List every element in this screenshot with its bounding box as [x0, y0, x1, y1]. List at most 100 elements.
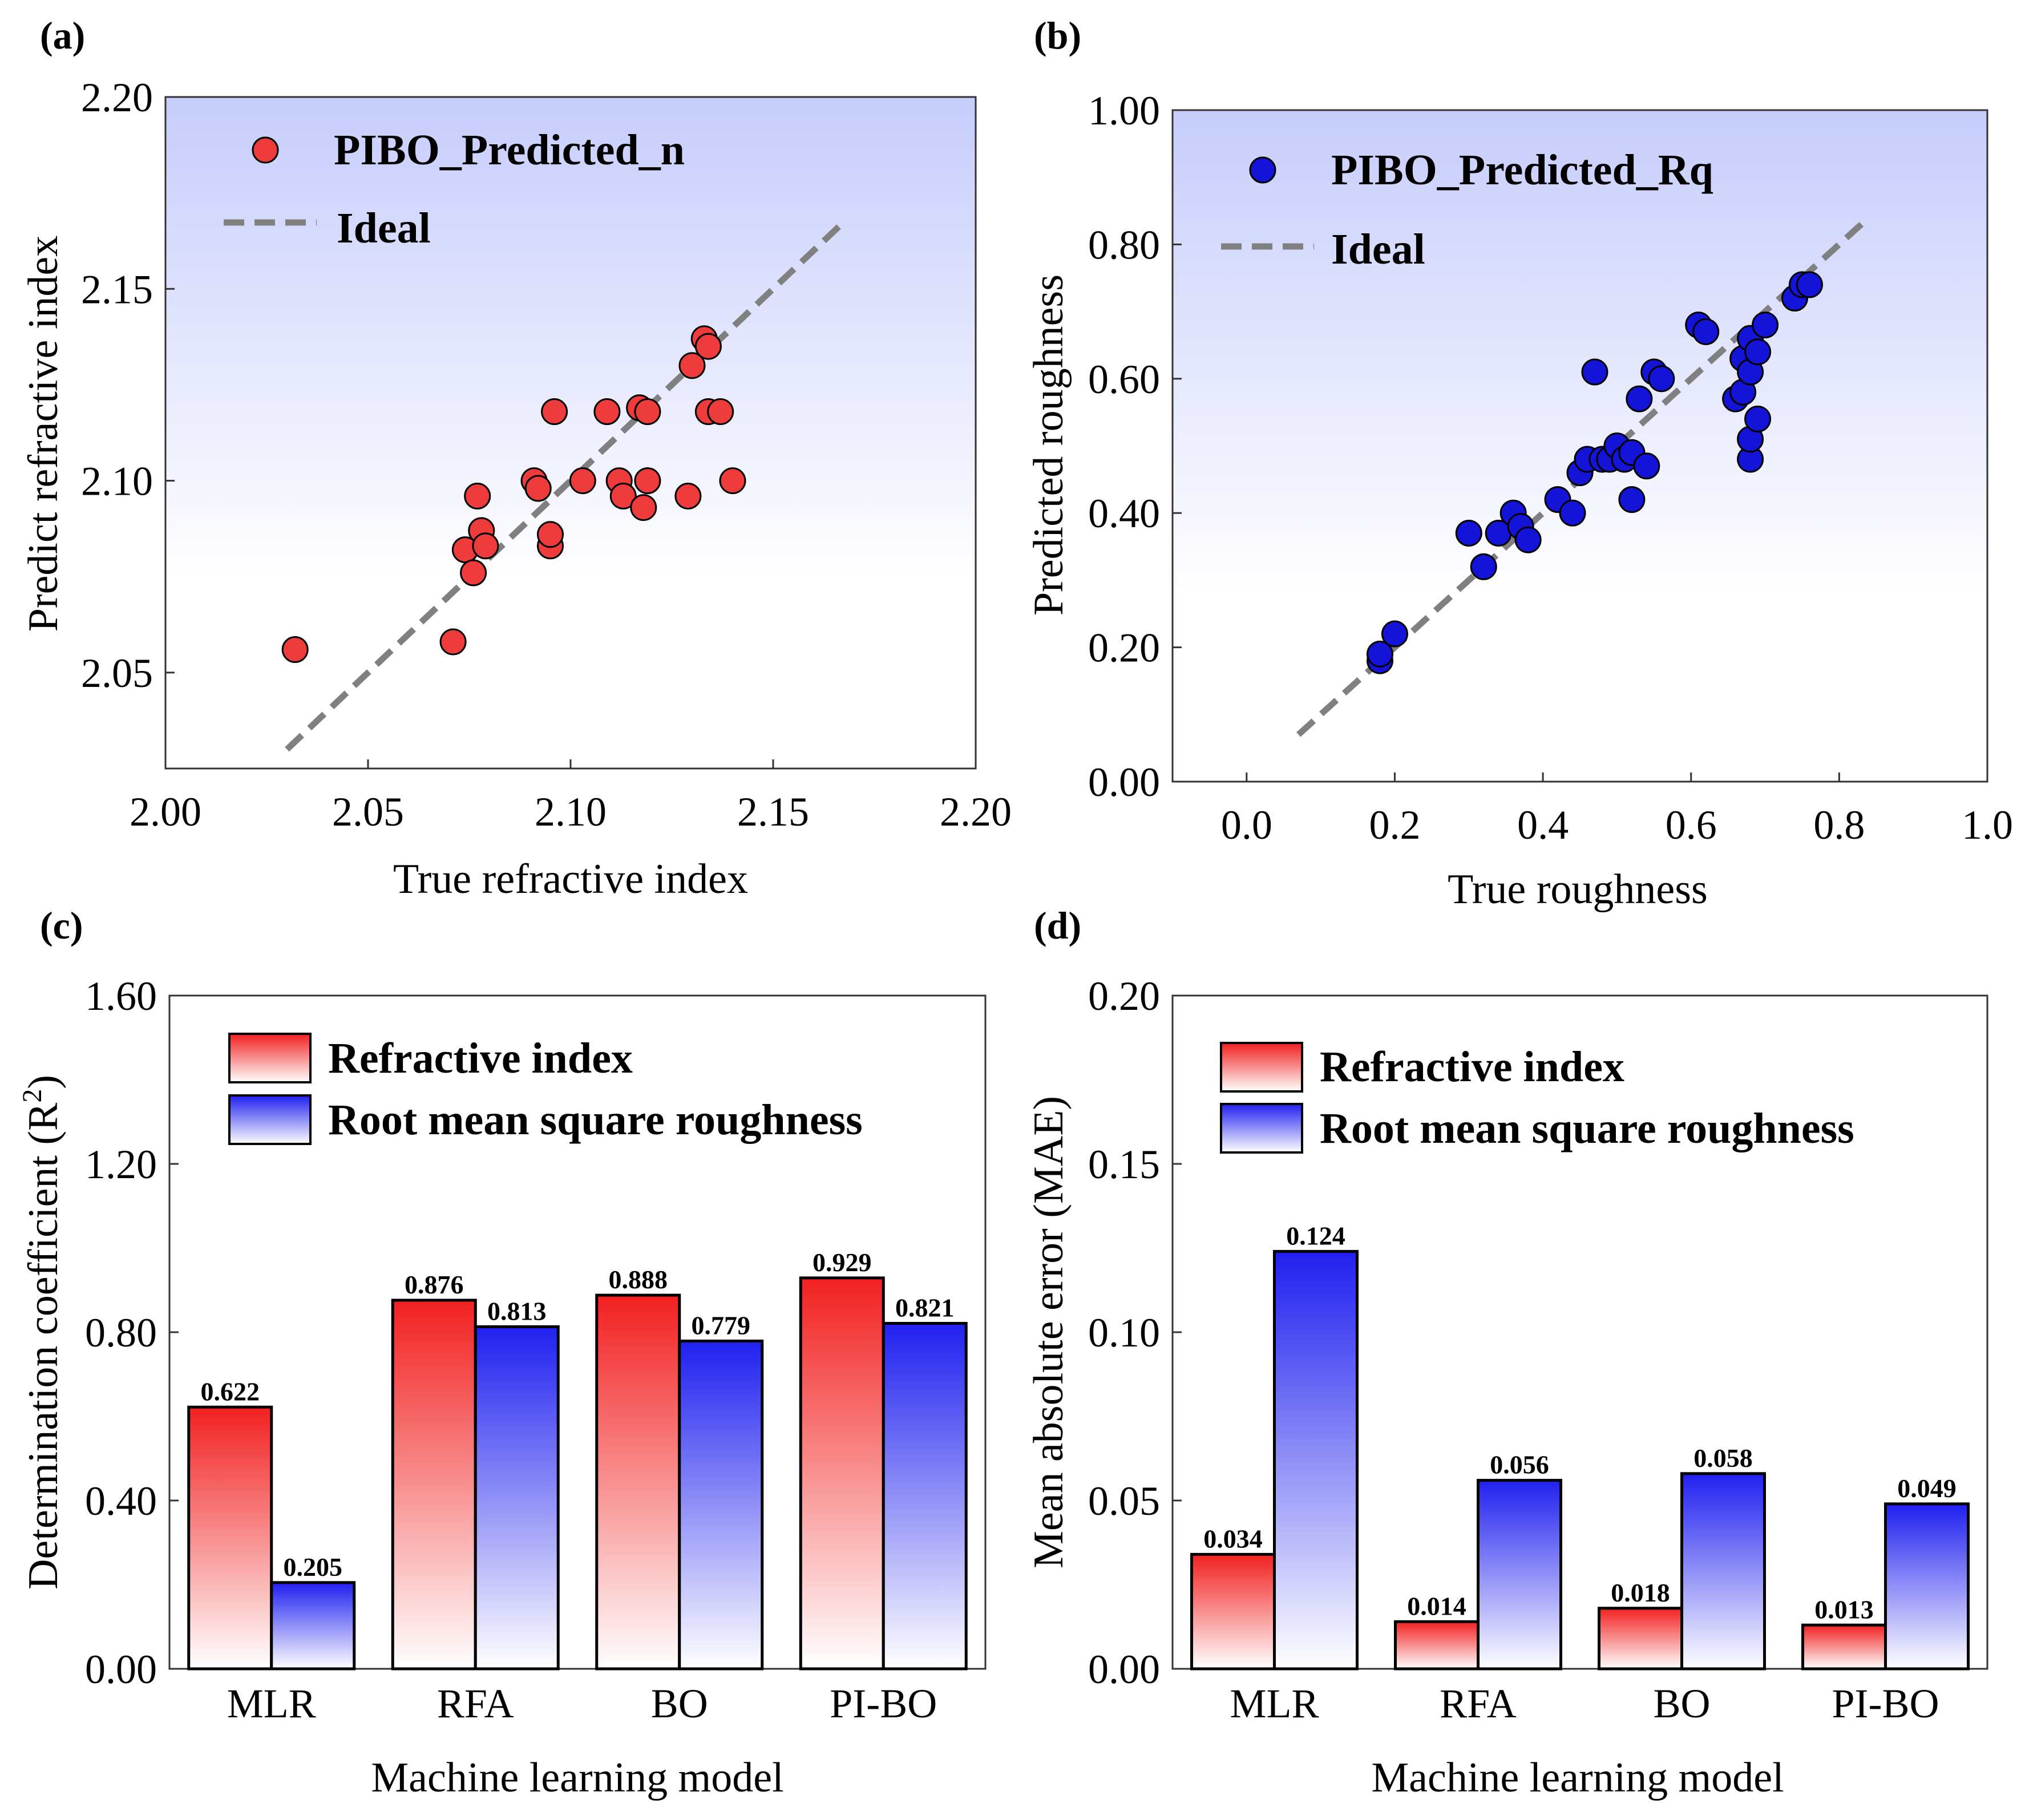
b-xtick-label: 0.4	[1517, 802, 1569, 848]
c-bar-refractive	[187, 1405, 273, 1671]
panel-label-a: (a)	[40, 14, 85, 57]
d-ytick-label: 0.10	[1088, 1310, 1160, 1356]
c-legend-label-1: Root mean square roughness	[328, 1096, 863, 1144]
a-xtick-label: 2.20	[940, 789, 1012, 835]
a-points	[281, 325, 746, 664]
b-xtick-label: 0.2	[1369, 802, 1420, 848]
c-ylabel-sup: 2	[17, 1089, 47, 1103]
panel-label-d: (d)	[1034, 904, 1081, 947]
b-data-point	[1752, 312, 1779, 339]
d-bar-roughness	[1884, 1502, 1970, 1671]
d-bar-refractive	[1598, 1607, 1683, 1671]
b-data-point	[1559, 499, 1586, 527]
b-ticks: 0.0 0.2 0.4 0.6 0.8 1.0 0.00 0.20 0.40 0.60 0.80 1.…	[1088, 88, 2013, 848]
c-bar-value-label: 0.929	[813, 1248, 872, 1277]
d-bar-refractive	[1394, 1620, 1480, 1671]
b-points	[1366, 271, 1823, 674]
d-bar-value-label: 0.034	[1203, 1524, 1263, 1553]
panel-c: (c) 0.00 0.40 0.80 1.20 1.60 MLR RFA BO PI-BO 0.…	[17, 904, 987, 1801]
a-data-point	[609, 482, 637, 509]
a-data-point	[281, 636, 309, 664]
a-ideal-line	[285, 217, 848, 752]
c-bars: 0.622 0.205 0.876 0.813 0.888 0.779 0.929 0.821	[187, 1248, 968, 1671]
c-bar-value-label: 0.205	[284, 1552, 343, 1582]
a-data-point	[678, 352, 706, 379]
b-data-point	[1626, 385, 1653, 412]
c-ytick-label: 0.00	[85, 1647, 157, 1692]
d-bar-value-label: 0.014	[1407, 1591, 1466, 1620]
a-data-point	[593, 398, 621, 426]
c-ytick-label: 0.40	[85, 1478, 157, 1524]
b-data-point	[1470, 553, 1497, 580]
a-data-point	[569, 467, 596, 495]
b-legend: PIBO_Predicted_Rq Ideal	[1221, 146, 1713, 273]
a-xtick-label: 2.00	[130, 789, 201, 835]
d-legend-label-1: Root mean square roughness	[1320, 1105, 1854, 1152]
d-legend-label-0: Refractive index	[1320, 1043, 1624, 1091]
c-ticks: 0.00 0.40 0.80 1.20 1.60 MLR RFA BO PI-BO	[85, 973, 937, 1726]
a-ytick-label: 2.15	[81, 266, 153, 312]
c-bar-refractive	[595, 1293, 681, 1671]
a-legend-points-label: PIBO_Predicted_n	[334, 126, 685, 174]
a-data-point	[524, 475, 552, 502]
panel-label-b: (b)	[1034, 14, 1081, 57]
c-bar-roughness	[474, 1325, 560, 1671]
a-legend-line-label: Ideal	[337, 204, 431, 252]
b-xlabel: True roughness	[1448, 866, 1708, 913]
d-ticks: 0.00 0.05 0.10 0.15 0.20 MLR RFA BO PI-BO	[1088, 973, 1939, 1726]
d-bars: 0.034 0.124 0.014 0.056 0.018 0.058 0.013 0.049	[1190, 1221, 1970, 1671]
a-data-point	[634, 398, 661, 426]
b-ytick-label: 0.00	[1088, 759, 1160, 805]
d-ytick-label: 0.05	[1088, 1478, 1160, 1524]
c-ylabel: Determination coefficient (R2)	[17, 1075, 67, 1590]
panel-a: (a) 2.00 2.05 2.10 2.15 2.20 2.05 2.10 2.15 2.20…	[20, 14, 1012, 903]
panel-label-c: (c)	[40, 904, 83, 947]
a-data-point	[537, 521, 564, 548]
b-data-point	[1744, 405, 1772, 432]
a-data-point	[674, 482, 702, 509]
c-ylabel-main: Determination coefficient (R	[20, 1102, 67, 1590]
b-data-point	[1692, 318, 1720, 345]
b-ytick-label: 1.00	[1088, 88, 1160, 134]
c-bar-value-label: 0.779	[692, 1311, 751, 1340]
d-bar-value-label: 0.058	[1693, 1443, 1753, 1473]
a-ticks: 2.00 2.05 2.10 2.15 2.20 2.05 2.10 2.15 2.20	[81, 75, 1012, 835]
b-legend-line-label: Ideal	[1331, 225, 1425, 273]
d-xlabel: Machine learning model	[1371, 1754, 1784, 1801]
b-ytick-label: 0.20	[1088, 625, 1160, 671]
d-ytick-label: 0.15	[1088, 1142, 1160, 1187]
b-xtick-label: 0.6	[1666, 802, 1717, 848]
d-bar-value-label: 0.049	[1897, 1474, 1957, 1503]
b-data-point	[1581, 358, 1608, 386]
a-legend: PIBO_Predicted_n Ideal	[224, 126, 685, 252]
d-category-label: MLR	[1230, 1681, 1319, 1726]
c-bar-roughness	[270, 1581, 356, 1671]
d-category-label: BO	[1653, 1681, 1710, 1726]
b-data-point	[1618, 486, 1646, 513]
b-ylabel: Predicted roughness	[1025, 274, 1072, 616]
b-xtick-label: 1.0	[1962, 802, 2013, 848]
d-bar-refractive	[1801, 1623, 1887, 1671]
a-data-point	[541, 398, 568, 426]
a-legend-marker	[252, 136, 279, 164]
b-data-point	[1744, 338, 1772, 366]
c-legend: Refractive index Root mean square roughn…	[228, 1033, 863, 1145]
c-ylabel-end: )	[20, 1075, 67, 1089]
a-xlabel: True refractive index	[393, 856, 748, 903]
d-ytick-label: 0.00	[1088, 1647, 1160, 1692]
d-bar-value-label: 0.124	[1286, 1221, 1345, 1250]
d-bar-refractive	[1190, 1552, 1276, 1671]
b-data-point	[1366, 640, 1393, 668]
c-bar-refractive	[799, 1276, 885, 1671]
a-data-point	[719, 467, 746, 495]
b-data-point	[1381, 620, 1408, 648]
d-ylabel: Mean absolute error (MAE)	[1025, 1096, 1072, 1568]
a-data-point	[634, 467, 661, 495]
d-bar-value-label: 0.013	[1814, 1595, 1874, 1624]
d-bar-roughness	[1680, 1472, 1766, 1671]
panel-d: (d) 0.00 0.05 0.10 0.15 0.20 MLR RFA BO PI-BO 0.…	[1025, 904, 1988, 1801]
b-data-point	[1455, 520, 1482, 547]
c-bar-value-label: 0.813	[487, 1296, 547, 1325]
a-data-point	[439, 628, 467, 656]
b-legend-points-label: PIBO_Predicted_Rq	[1331, 146, 1713, 194]
